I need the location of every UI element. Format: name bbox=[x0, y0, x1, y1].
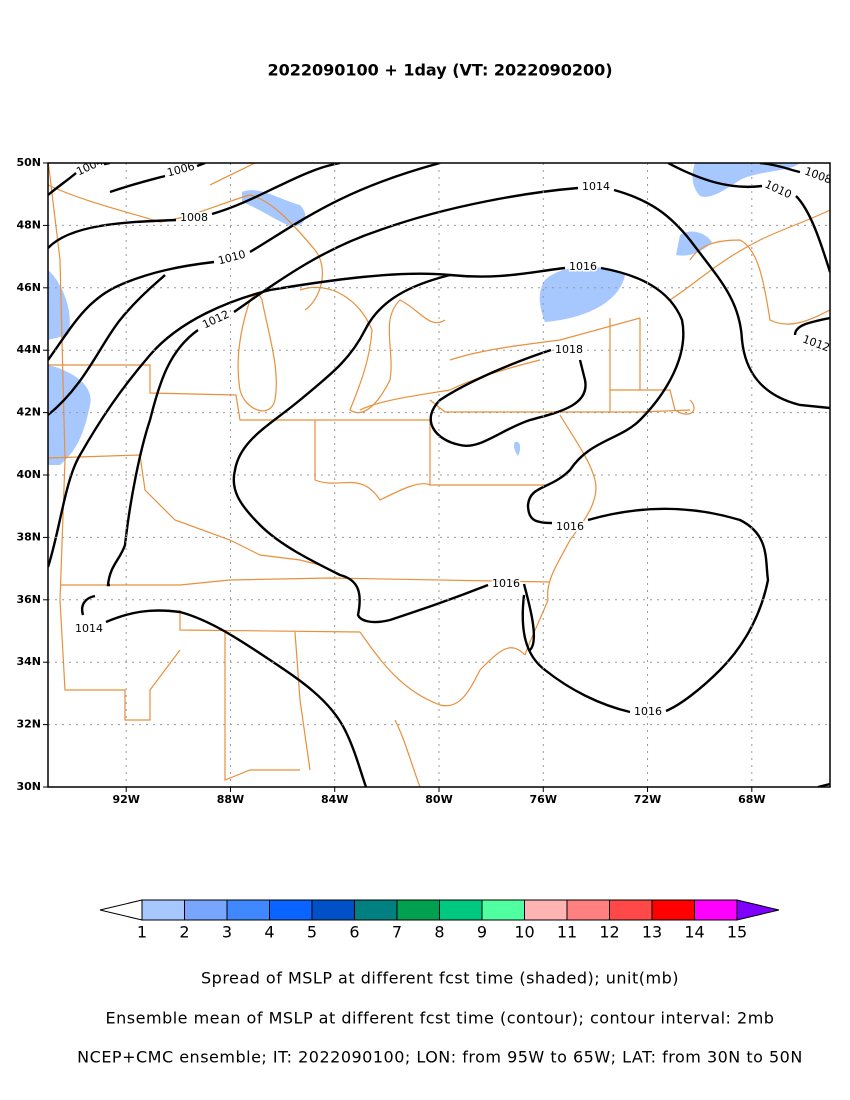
colorbar-label: 11 bbox=[557, 923, 577, 942]
contour-label: 1008 bbox=[803, 165, 834, 187]
axis-ticks: 92W 88W 84W 80W 76W 72W 68W 30N 32N 34N 36N 38N 40N 4… bbox=[16, 156, 765, 806]
title: 2022090100 + 1day (VT: 2022090200) bbox=[267, 61, 612, 80]
colorbar-end bbox=[99, 899, 143, 921]
contour-label: 1012 bbox=[801, 333, 832, 355]
colorbar-label: 5 bbox=[307, 923, 317, 942]
contour-labels: 1004 1006 1008 1010 1012 1014 1016 1018 … bbox=[73, 155, 834, 720]
contour-line bbox=[232, 273, 535, 651]
y-tick-label: 30N bbox=[16, 780, 41, 793]
y-tick-label: 34N bbox=[16, 655, 41, 668]
captions: Spread of MSLP at different fcst time (s… bbox=[77, 969, 803, 1067]
contour-label: 1016 bbox=[556, 520, 584, 533]
colorbar: 1 2 3 4 5 6 7 8 9 10 11 12 13 14 15 bbox=[99, 899, 780, 942]
contours bbox=[48, 163, 830, 787]
contour-label: 1014 bbox=[75, 622, 103, 635]
contour-line bbox=[48, 163, 341, 249]
colorbar-label: 3 bbox=[222, 923, 232, 942]
colorbar-label: 13 bbox=[642, 923, 662, 942]
colorbar-box bbox=[481, 899, 525, 921]
colorbar-label: 4 bbox=[264, 923, 274, 942]
caption: Spread of MSLP at different fcst time (s… bbox=[201, 969, 679, 988]
colorbar-label: 10 bbox=[514, 923, 534, 942]
colorbar-box bbox=[524, 899, 568, 921]
map-frame bbox=[47, 162, 831, 788]
x-tick-label: 76W bbox=[530, 793, 557, 806]
y-tick-label: 36N bbox=[16, 593, 41, 606]
y-tick-label: 40N bbox=[16, 468, 41, 481]
colorbar-label: 7 bbox=[392, 923, 402, 942]
x-tick-label: 80W bbox=[425, 793, 452, 806]
contour-line bbox=[48, 186, 579, 587]
y-tick-label: 48N bbox=[16, 218, 41, 231]
colorbar-box bbox=[184, 899, 228, 921]
y-tick-label: 42N bbox=[16, 406, 41, 419]
y-tick-label: 44N bbox=[16, 343, 41, 356]
contour-line bbox=[667, 163, 830, 273]
contour-line bbox=[587, 507, 770, 713]
colorbar-box bbox=[396, 899, 440, 921]
colorbar-box bbox=[311, 899, 355, 921]
colorbar-label: 15 bbox=[727, 923, 747, 942]
colorbar-label: 1 bbox=[137, 923, 147, 942]
contour-line bbox=[81, 594, 368, 787]
colorbar-box bbox=[566, 899, 610, 921]
contour-line bbox=[521, 594, 631, 714]
contour-label: 1010 bbox=[217, 248, 247, 268]
y-tick-label: 38N bbox=[16, 530, 41, 543]
contour-line bbox=[613, 188, 830, 410]
colorbar-box bbox=[694, 899, 738, 921]
contour-label: 1016 bbox=[492, 577, 520, 590]
contour-line bbox=[429, 348, 587, 447]
map-area: 1004 1006 1008 1010 1012 1014 1016 1018 … bbox=[48, 155, 834, 787]
contour-label: 1016 bbox=[634, 705, 662, 718]
contour-line bbox=[48, 163, 441, 361]
contour-label: 1012 bbox=[200, 308, 231, 332]
geography bbox=[48, 163, 830, 787]
y-tick-label: 46N bbox=[16, 281, 41, 294]
colorbar-box bbox=[651, 899, 695, 921]
colorbar-label: 8 bbox=[434, 923, 444, 942]
colorbar-label: 6 bbox=[349, 923, 359, 942]
colorbar-label: 12 bbox=[599, 923, 619, 942]
x-tick-label: 72W bbox=[634, 793, 661, 806]
caption: Ensemble mean of MSLP at different fcst … bbox=[106, 1009, 775, 1028]
spread-shading bbox=[48, 163, 800, 465]
colorbar-box bbox=[269, 899, 313, 921]
colorbar-end bbox=[736, 899, 780, 921]
x-tick-label: 92W bbox=[112, 793, 139, 806]
contour-label: 1016 bbox=[569, 260, 597, 273]
colorbar-box bbox=[609, 899, 653, 921]
contour-label: 1004 bbox=[74, 155, 105, 179]
colorbar-label: 2 bbox=[179, 923, 189, 942]
colorbar-box bbox=[354, 899, 398, 921]
colorbar-label: 14 bbox=[684, 923, 704, 942]
contour-label: 1010 bbox=[763, 178, 794, 202]
contour-label: 1014 bbox=[582, 180, 610, 193]
colorbar-box bbox=[439, 899, 483, 921]
colorbar-box bbox=[226, 899, 270, 921]
contour-line bbox=[793, 316, 830, 336]
contour-label: 1018 bbox=[555, 343, 583, 356]
colorbar-label: 9 bbox=[477, 923, 487, 942]
colorbar-box bbox=[141, 899, 185, 921]
x-tick-label: 84W bbox=[321, 793, 348, 806]
y-tick-label: 32N bbox=[16, 718, 41, 731]
contour-line bbox=[48, 266, 685, 568]
x-tick-label: 88W bbox=[217, 793, 244, 806]
caption: NCEP+CMC ensemble; IT: 2022090100; LON: … bbox=[77, 1048, 803, 1067]
contour-label: 1008 bbox=[180, 211, 208, 224]
grid bbox=[48, 163, 830, 787]
x-tick-label: 68W bbox=[738, 793, 765, 806]
y-tick-label: 50N bbox=[16, 156, 41, 169]
